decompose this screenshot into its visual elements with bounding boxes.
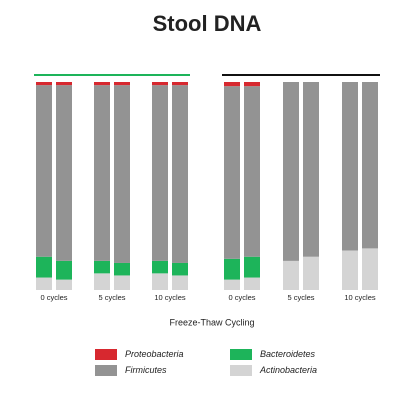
- bar-segment: [36, 277, 52, 290]
- legend-swatch: [230, 349, 252, 360]
- bar-segment: [94, 82, 110, 86]
- bar-segment: [152, 85, 168, 261]
- bar-segment: [303, 256, 319, 290]
- legend-label: Firmicutes: [125, 365, 167, 375]
- bar-segment: [152, 82, 168, 86]
- bar-segment: [94, 260, 110, 274]
- bar-segment: [36, 85, 52, 257]
- bar-segment: [172, 275, 188, 290]
- x-axis-label: Freeze-Thaw Cycling: [169, 317, 254, 327]
- legend-swatch: [230, 365, 252, 376]
- bar-segment: [244, 256, 260, 278]
- bar-segment: [283, 82, 299, 261]
- bar-segment: [224, 86, 240, 259]
- x-tick-label: 10 cycles: [154, 293, 186, 302]
- bar-segment: [36, 82, 52, 86]
- x-tick-label: 10 cycles: [344, 293, 376, 302]
- bar-segment: [152, 260, 168, 274]
- bar-segment: [114, 82, 130, 86]
- bar-segment: [244, 82, 260, 87]
- legend-label: Proteobacteria: [125, 349, 184, 359]
- bar-segment: [244, 86, 260, 257]
- bar-segment: [56, 279, 72, 290]
- bar-segment: [172, 82, 188, 86]
- bar-segment: [303, 82, 319, 257]
- bar-segment: [114, 275, 130, 290]
- x-tick-label: 0 cycles: [228, 293, 255, 302]
- bar-segment: [56, 260, 72, 280]
- bar-segment: [56, 82, 72, 86]
- bar-segment: [283, 260, 299, 290]
- bar-segment: [224, 279, 240, 290]
- chart-title: Stool DNA: [153, 11, 262, 36]
- bar-segment: [362, 82, 378, 249]
- bar-segment: [36, 256, 52, 278]
- bar-segment: [362, 248, 378, 290]
- bar-segment: [152, 273, 168, 290]
- bar-segment: [224, 82, 240, 87]
- legend-label: Actinobacteria: [259, 365, 317, 375]
- bar-segment: [342, 250, 358, 290]
- bar-segment: [172, 262, 188, 276]
- bar-segment: [114, 85, 130, 263]
- bar-segment: [172, 85, 188, 263]
- x-tick-label: 5 cycles: [287, 293, 314, 302]
- legend-swatch: [95, 365, 117, 376]
- x-tick-label: 5 cycles: [98, 293, 125, 302]
- bar-segment: [224, 258, 240, 280]
- bar-segment: [94, 273, 110, 290]
- bar-segment: [94, 85, 110, 261]
- bar-segment: [244, 277, 260, 290]
- legend-label: Bacteroidetes: [260, 349, 316, 359]
- bar-segment: [56, 85, 72, 261]
- x-tick-label: 0 cycles: [40, 293, 67, 302]
- legend-swatch: [95, 349, 117, 360]
- bar-segment: [342, 82, 358, 251]
- bar-segment: [114, 262, 130, 276]
